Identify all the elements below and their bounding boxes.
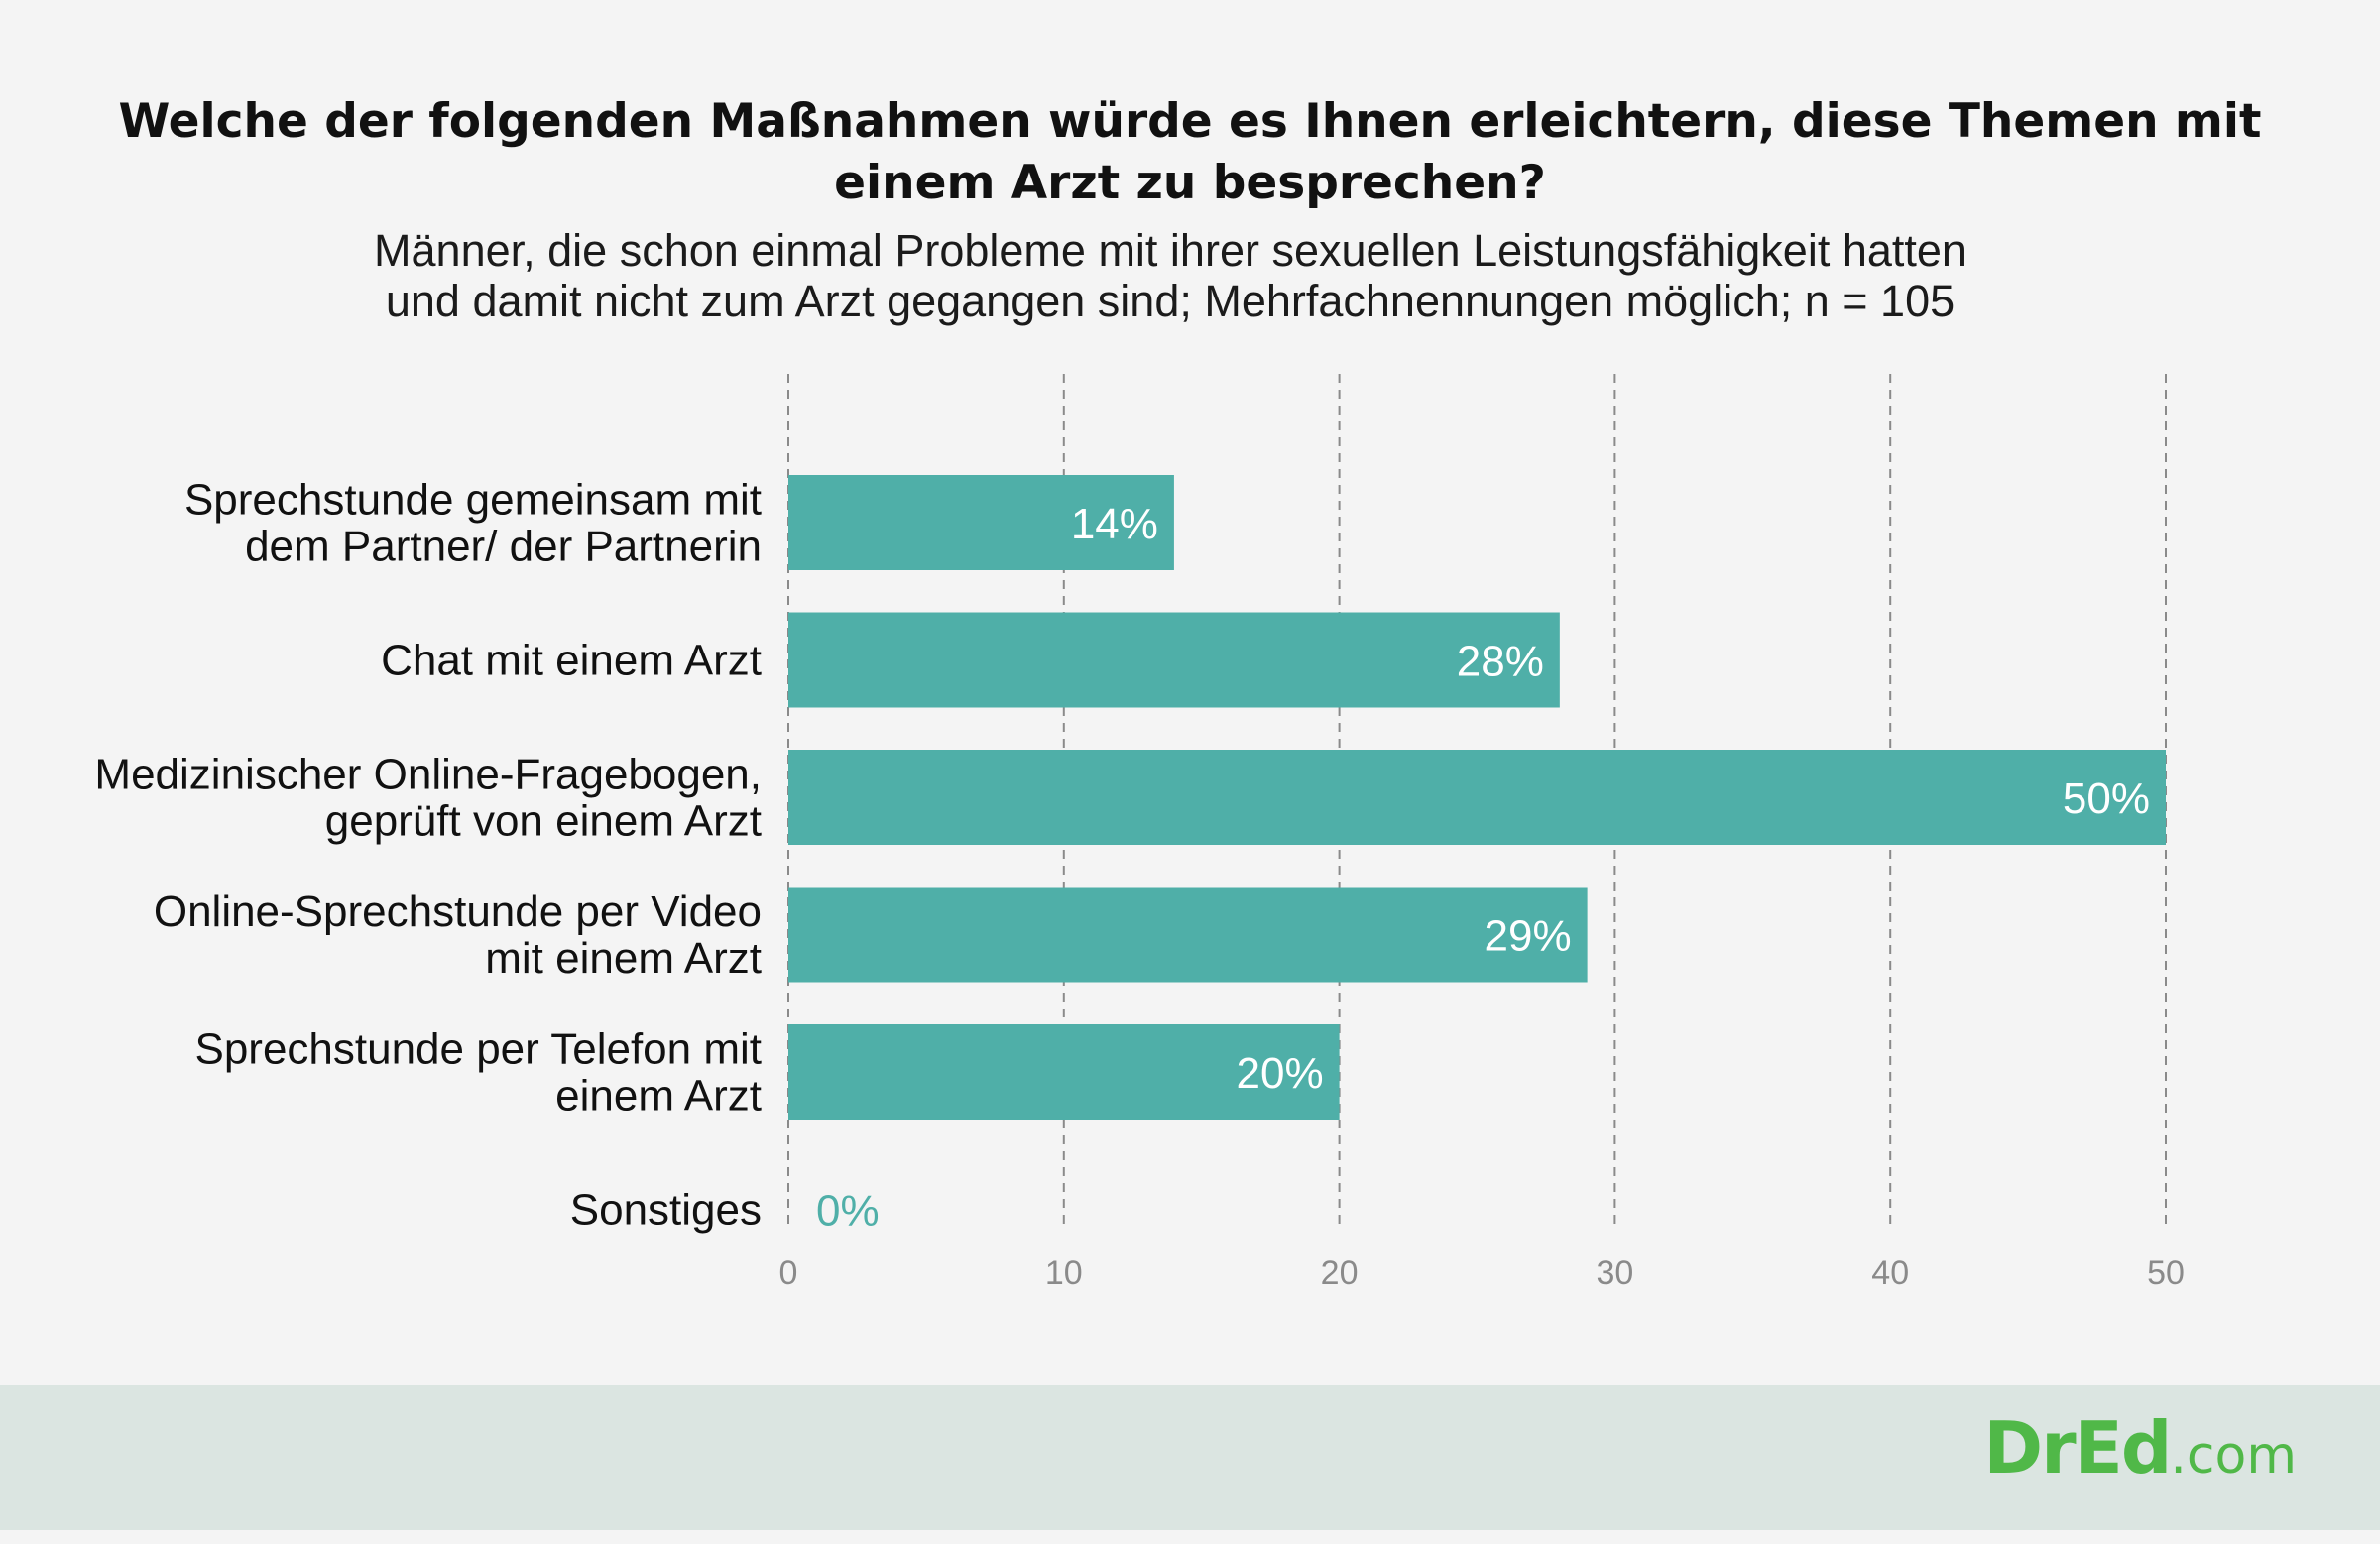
bar-4 — [788, 1024, 1340, 1120]
data-label-5: 0% — [816, 1187, 880, 1236]
chart-title: Welche der folgenden Maßnahmen würde es … — [0, 91, 2380, 214]
dred-logo: DrEd.com — [1983, 1406, 2297, 1489]
category-label-5-line-0: Sonstiges — [570, 1186, 762, 1235]
logo-suffix: .com — [2170, 1426, 2297, 1485]
category-label-1-line-0: Chat mit einem Arzt — [381, 637, 762, 685]
category-label-2-line-1: geprüft von einem Arzt — [325, 797, 762, 846]
data-label-2: 50% — [2063, 774, 2150, 823]
category-label-3-line-0: Online-Sprechstunde per Video — [154, 888, 762, 936]
category-label-2-line-0: Medizinischer Online-Fragebogen, — [94, 751, 762, 799]
x-tick-label-50: 50 — [2147, 1254, 2185, 1292]
logo-main: DrEd — [1983, 1406, 2172, 1489]
bar-1 — [788, 612, 1560, 708]
chart-subtitle: Männer, die schon einmal Probleme mit ih… — [0, 225, 2340, 326]
category-label-4-line-1: einem Arzt — [555, 1072, 762, 1121]
bars — [788, 475, 2166, 1120]
bar-0 — [788, 475, 1174, 570]
x-tick-label-40: 40 — [1871, 1254, 1909, 1292]
data-label-0: 14% — [1071, 500, 1158, 548]
chart-subtitle-line-1: Männer, die schon einmal Probleme mit ih… — [374, 225, 1966, 276]
x-axis-ticks: 0 10 20 30 40 50 — [779, 1254, 2185, 1292]
category-label-3-line-1: mit einem Arzt — [485, 934, 762, 983]
data-labels: 14% 28% 50% 29% 20% 0% — [816, 500, 2150, 1236]
x-tick-label-10: 10 — [1045, 1254, 1083, 1292]
x-tick-label-20: 20 — [1321, 1254, 1359, 1292]
category-label-0-line-0: Sprechstunde gemeinsam mit — [184, 476, 762, 525]
chart-title-line-2: einem Arzt zu besprechen? — [834, 156, 1546, 210]
chart-title-line-1: Welche der folgenden Maßnahmen würde es … — [118, 94, 2262, 149]
bar-2 — [788, 750, 2166, 845]
category-label-0-line-1: dem Partner/ der Partnerin — [245, 523, 762, 571]
chart-subtitle-line-2: und damit nicht zum Arzt gegangen sind; … — [385, 276, 1956, 326]
data-label-4: 20% — [1237, 1049, 1324, 1098]
x-tick-label-0: 0 — [779, 1254, 798, 1292]
bar-3 — [788, 887, 1588, 983]
category-label-4-line-0: Sprechstunde per Telefon mit — [194, 1025, 762, 1074]
data-label-1: 28% — [1457, 638, 1544, 686]
x-tick-label-30: 30 — [1596, 1254, 1633, 1292]
footer-bar — [0, 1385, 2380, 1530]
data-label-3: 29% — [1485, 912, 1572, 961]
